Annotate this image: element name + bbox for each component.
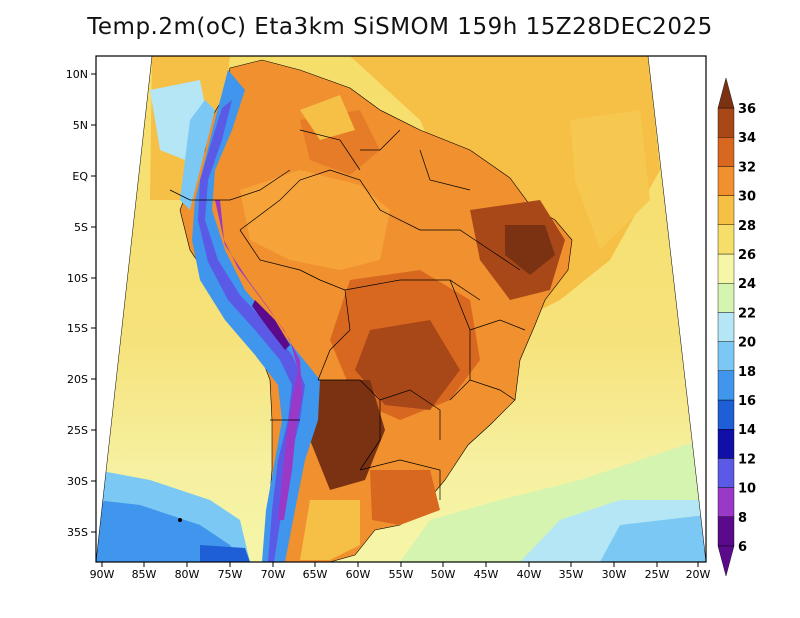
domain-edge-right [647, 55, 707, 563]
colorbar-label: 30 [738, 190, 756, 205]
lon-tick-label: 45W [474, 568, 499, 581]
lon-tick-label: 85W [132, 568, 157, 581]
island-marker [178, 518, 182, 522]
lat-tick-label: 10S [67, 272, 88, 285]
colorbar-swatch [717, 166, 735, 196]
lon-tick-label: 65W [303, 568, 328, 581]
colorbar-label: 16 [738, 394, 756, 409]
lon-tick-label: 25W [645, 568, 670, 581]
lon-tick-label: 70W [261, 568, 286, 581]
country-borders [169, 129, 526, 500]
colorbar-label: 14 [738, 423, 756, 438]
colorbar-swatch [717, 224, 735, 255]
colorbar-top-arrow [717, 77, 735, 109]
colder-south-pacific [200, 545, 250, 562]
lon-tick-label: 50W [431, 568, 456, 581]
northeast-hottest [505, 225, 555, 275]
colorbar-swatch [717, 312, 735, 342]
warm-atlantic-patch [570, 110, 650, 250]
altiplano-coldest [252, 300, 290, 350]
colombia-highlands [180, 100, 215, 210]
lon-tick-label: 60W [346, 568, 371, 581]
colorbar-label: 24 [738, 277, 756, 292]
lat-tick-label: 20S [67, 373, 88, 386]
colorbar-label: 10 [738, 482, 756, 497]
lon-tick-label: 30W [602, 568, 627, 581]
lat-tick-label: 5N [73, 119, 88, 132]
colorbar-label: 20 [738, 336, 756, 351]
colorbar-swatch [717, 136, 735, 167]
temperature-colorbar: 6 8 10 12 14 16 18 20 22 24 26 28 30 32 34 36 [717, 77, 756, 577]
amazon-interior [240, 170, 390, 270]
temperature-field [96, 56, 706, 562]
lat-tick-label: 5S [74, 221, 88, 234]
lat-tick-label: 35S [67, 526, 88, 539]
colorbar-swatch [717, 341, 735, 372]
lat-tick-label: 10N [66, 68, 88, 81]
colorbar-label: 32 [738, 160, 756, 175]
lon-tick-label: 90W [90, 568, 115, 581]
domain-edge-left [95, 55, 153, 563]
uruguay-zone [370, 470, 440, 525]
colder-south-atlantic [600, 515, 706, 562]
pantanal-hot-zone [355, 320, 460, 410]
lat-tick-label: 25S [67, 424, 88, 437]
colorbar-swatch [717, 458, 735, 488]
lat-tick-label: 30S [67, 475, 88, 488]
lon-tick-label: 20W [686, 568, 711, 581]
lat-tick-label: 15S [67, 322, 88, 335]
lon-tick-label: 55W [389, 568, 414, 581]
colorbar-swatch [717, 107, 735, 138]
lon-tick-label: 35W [559, 568, 584, 581]
colorbar-label: 12 [738, 452, 756, 467]
colorbar-swatch [717, 429, 735, 459]
colorbar-swatch [717, 283, 735, 313]
lon-tick-label: 40W [517, 568, 542, 581]
colorbar-swatch [717, 195, 735, 226]
map-title: Temp.2m(oC) Eta3km SiSMOM 159h 15Z28DEC2… [87, 14, 713, 40]
colorbar-label: 6 [738, 540, 747, 555]
colorbar-label: 34 [738, 131, 756, 146]
longitude-axis: 90W 85W 80W 75W 70W 65W 60W 55W 50W 45W … [90, 562, 711, 581]
colorbar-swatch [717, 399, 735, 430]
lon-tick-label: 75W [218, 568, 243, 581]
colorbar-swatch [717, 487, 735, 518]
pampas-zone [300, 500, 360, 560]
colorbar-label: 28 [738, 219, 756, 234]
colorbar-swatch [717, 516, 735, 547]
lat-tick-label: EQ [72, 170, 88, 183]
colorbar-swatch [717, 253, 735, 284]
colorbar-label: 26 [738, 248, 756, 263]
colorbar-label: 18 [738, 365, 756, 380]
latitude-axis: 10N 5N EQ 5S 10S 15S 20S 25S 30S 35S [66, 68, 96, 539]
lon-tick-label: 80W [175, 568, 200, 581]
venezuela-cool [300, 95, 355, 140]
colorbar-label: 36 [738, 102, 756, 117]
colorbar-bottom-arrow [717, 545, 735, 577]
chaco-hot-zone [310, 380, 385, 490]
colorbar-label: 8 [738, 511, 747, 526]
colorbar-swatch [717, 370, 735, 401]
colorbar-label: 22 [738, 306, 756, 321]
